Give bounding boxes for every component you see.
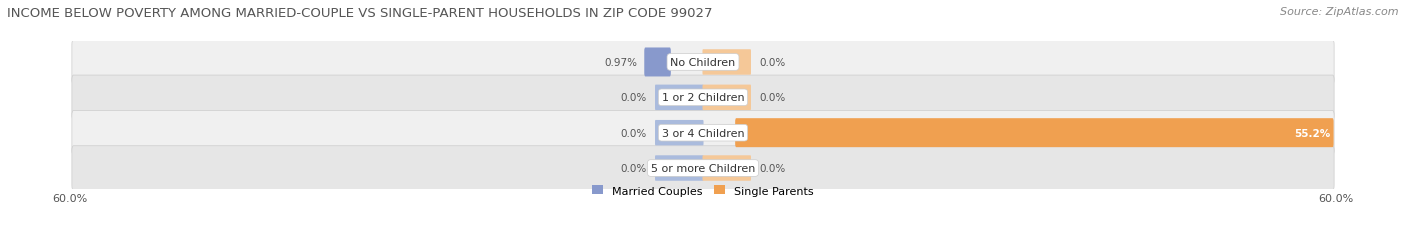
Text: 0.0%: 0.0% bbox=[621, 163, 647, 173]
FancyBboxPatch shape bbox=[655, 156, 703, 181]
Text: 5 or more Children: 5 or more Children bbox=[651, 163, 755, 173]
FancyBboxPatch shape bbox=[703, 85, 751, 111]
FancyBboxPatch shape bbox=[703, 156, 751, 181]
Text: Source: ZipAtlas.com: Source: ZipAtlas.com bbox=[1281, 7, 1399, 17]
FancyBboxPatch shape bbox=[655, 120, 703, 146]
Text: 0.0%: 0.0% bbox=[621, 93, 647, 103]
FancyBboxPatch shape bbox=[655, 85, 703, 111]
FancyBboxPatch shape bbox=[735, 119, 1333, 148]
FancyBboxPatch shape bbox=[72, 76, 1334, 120]
Text: No Children: No Children bbox=[671, 58, 735, 68]
Legend: Married Couples, Single Parents: Married Couples, Single Parents bbox=[592, 186, 814, 196]
Text: 0.0%: 0.0% bbox=[759, 163, 785, 173]
Text: 1 or 2 Children: 1 or 2 Children bbox=[662, 93, 744, 103]
FancyBboxPatch shape bbox=[72, 111, 1334, 155]
Text: INCOME BELOW POVERTY AMONG MARRIED-COUPLE VS SINGLE-PARENT HOUSEHOLDS IN ZIP COD: INCOME BELOW POVERTY AMONG MARRIED-COUPL… bbox=[7, 7, 713, 20]
Text: 55.2%: 55.2% bbox=[1294, 128, 1330, 138]
FancyBboxPatch shape bbox=[72, 40, 1334, 85]
Text: 0.0%: 0.0% bbox=[621, 128, 647, 138]
Text: 0.0%: 0.0% bbox=[759, 58, 785, 68]
FancyBboxPatch shape bbox=[703, 50, 751, 75]
FancyBboxPatch shape bbox=[72, 146, 1334, 191]
Text: 0.97%: 0.97% bbox=[605, 58, 637, 68]
FancyBboxPatch shape bbox=[644, 48, 671, 77]
Text: 0.0%: 0.0% bbox=[759, 93, 785, 103]
Text: 3 or 4 Children: 3 or 4 Children bbox=[662, 128, 744, 138]
